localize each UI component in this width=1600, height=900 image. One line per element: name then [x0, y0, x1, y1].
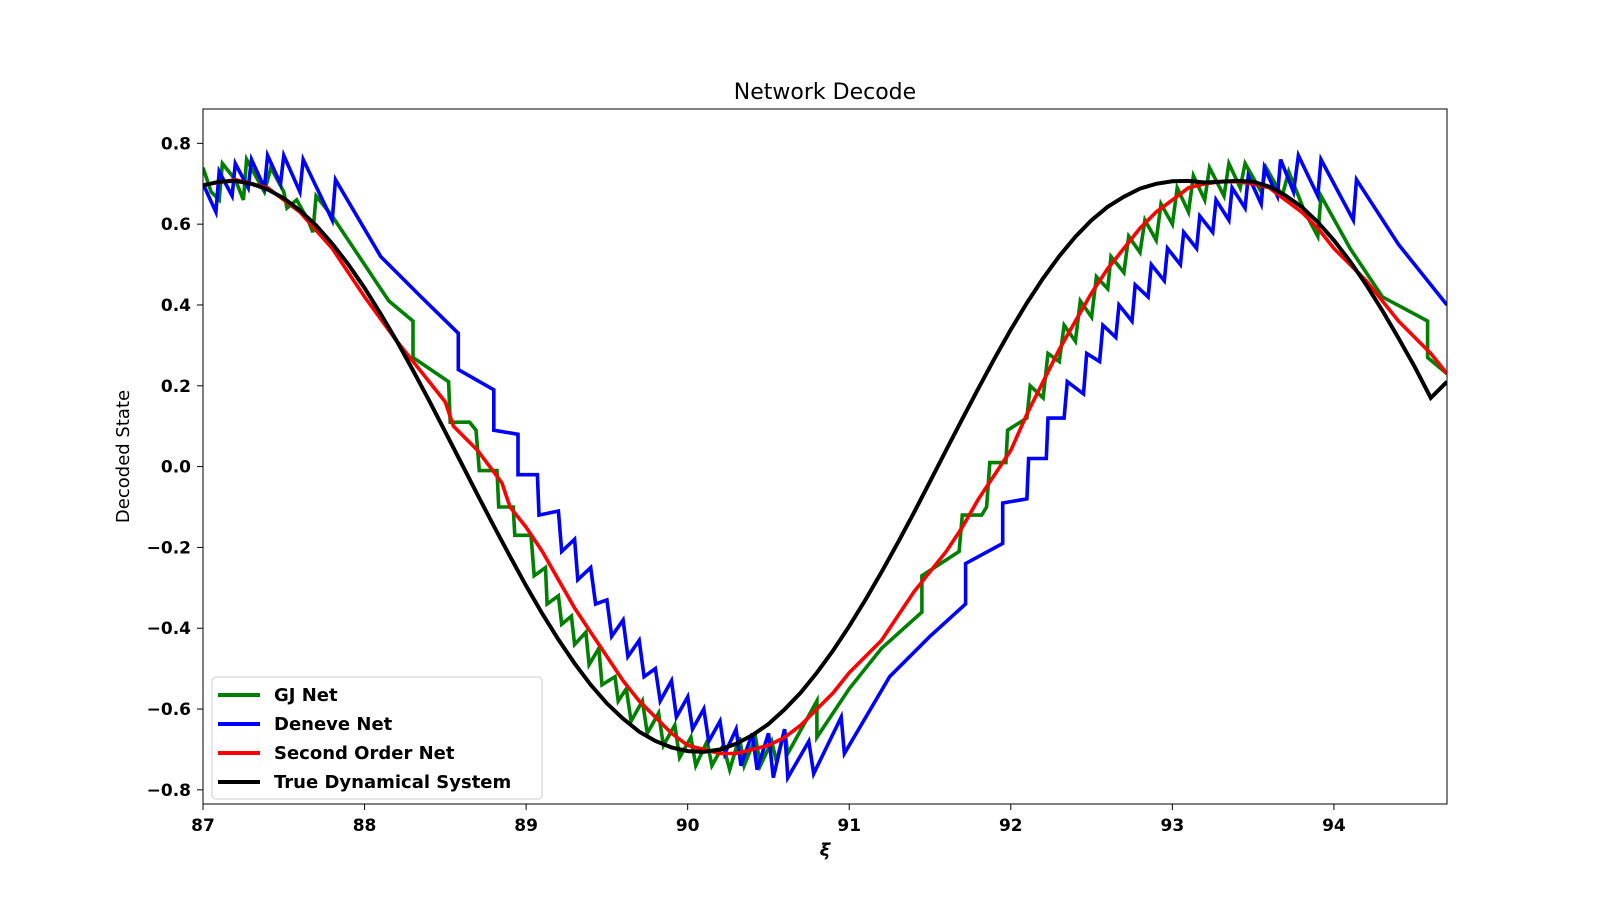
x-axis: 87 88 89 90 91 92 93 94: [191, 804, 1346, 836]
x-axis-label: ξ: [820, 840, 832, 861]
series-line-deneve-net: [203, 148, 1447, 784]
x-tick-label: 92: [999, 816, 1023, 836]
series-line-true-dynamical-system: [203, 178, 1447, 754]
legend-box: [211, 676, 543, 800]
y-tick-label: −0.8: [147, 781, 191, 801]
series-layer: [203, 148, 1447, 784]
y-tick-label: 0.6: [161, 215, 191, 235]
y-tick-label: −0.2: [147, 538, 191, 558]
y-tick-label: −0.4: [147, 619, 192, 639]
x-tick-label: 91: [837, 816, 861, 836]
y-tick-label: 0.4: [161, 296, 191, 316]
x-tick-label: 94: [1322, 816, 1346, 836]
y-tick-label: 0.0: [161, 458, 191, 478]
x-tick-label: 89: [514, 816, 538, 836]
y-axis: −0.8 −0.6 −0.4 −0.2 0.0 0.2 0.4 0.6 0.8: [147, 134, 203, 801]
y-tick-label: −0.6: [147, 700, 191, 720]
plot-frame: [202, 108, 1448, 805]
legend-entry: Deneve Net: [274, 714, 393, 735]
chart-title: Network Decode: [734, 80, 916, 105]
legend: GJ Net Deneve Net Second Order Net True Dyn…: [211, 676, 543, 800]
x-tick-label: 93: [1161, 816, 1185, 836]
x-tick-label: 87: [191, 816, 215, 836]
y-tick-label: 0.8: [161, 134, 191, 154]
legend-entry: Second Order Net: [274, 743, 455, 764]
y-tick-label: 0.2: [161, 377, 191, 397]
x-tick-label: 88: [353, 816, 377, 836]
legend-entry: True Dynamical System: [274, 772, 511, 793]
x-tick-label: 90: [676, 816, 700, 836]
legend-entry: GJ Net: [274, 685, 338, 706]
y-axis-label: Decoded State: [113, 390, 134, 523]
